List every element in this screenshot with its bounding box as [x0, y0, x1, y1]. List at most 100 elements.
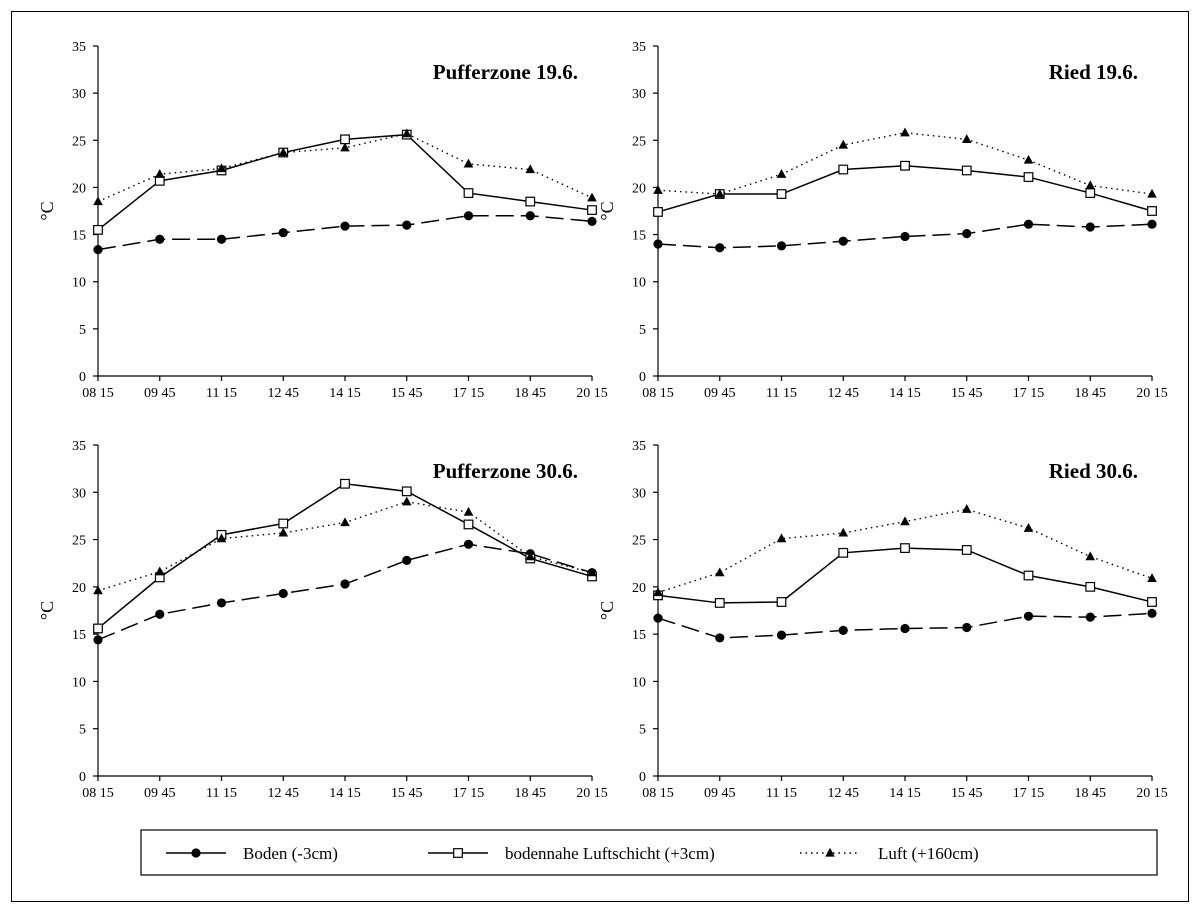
- data-point: [900, 127, 910, 137]
- x-tick-label: 12 45: [828, 786, 860, 801]
- x-tick-label: 08 15: [642, 786, 674, 801]
- y-tick-label: 25: [632, 134, 646, 149]
- legend-item-2: bodennahe Luftschicht (+3cm): [428, 844, 715, 863]
- data-point: [1085, 222, 1095, 232]
- data-point: [216, 598, 227, 608]
- data-point: [1085, 188, 1096, 198]
- data-point: [1147, 188, 1157, 198]
- x-tick-label: 18 45: [1075, 386, 1107, 401]
- data-point: [278, 147, 289, 157]
- data-point: [715, 243, 725, 253]
- data-point: [714, 188, 725, 198]
- data-point: [525, 551, 536, 561]
- y-tick-label: 30: [72, 87, 86, 102]
- data-point: [962, 229, 972, 239]
- data-point: [653, 239, 663, 249]
- data-point: [340, 478, 350, 489]
- y-tick-label: 5: [639, 723, 646, 738]
- data-point: [93, 245, 103, 255]
- series-3: [93, 128, 597, 206]
- data-point: [1023, 611, 1034, 621]
- x-tick-label: 17 15: [1013, 786, 1045, 801]
- y-axis-label: °C: [597, 601, 617, 620]
- data-point: [1085, 612, 1095, 622]
- data-point: [587, 192, 597, 202]
- x-tick-label: 18 45: [515, 786, 547, 801]
- x-tick-label: 09 45: [144, 786, 176, 801]
- legend: Boden (-3cm) bodennahe Luftschicht (+3cm)…: [140, 829, 1158, 876]
- y-tick-label: 15: [632, 628, 646, 643]
- data-point: [216, 533, 227, 543]
- series-line: [657, 223, 1153, 249]
- data-point: [401, 128, 412, 138]
- data-point: [340, 142, 350, 152]
- y-tick-label: 35: [72, 439, 86, 454]
- x-tick-label: 14 15: [889, 386, 921, 401]
- y-tick-label: 0: [79, 370, 86, 385]
- data-point: [525, 196, 536, 207]
- data-point: [1147, 597, 1157, 607]
- data-point: [653, 613, 663, 623]
- data-point: [838, 547, 849, 558]
- legend-marker: [453, 848, 463, 858]
- y-tick-label: 20: [72, 581, 86, 596]
- series-2: [653, 543, 1157, 608]
- data-point: [838, 164, 849, 175]
- series-line: [97, 482, 593, 630]
- data-point: [961, 134, 972, 143]
- series-line: [657, 508, 1153, 594]
- legend-marker: [825, 847, 835, 857]
- data-point: [838, 625, 848, 635]
- data-point: [278, 588, 288, 599]
- x-tick-label: 14 15: [889, 786, 921, 801]
- data-point: [1023, 172, 1034, 182]
- series-2: [93, 478, 597, 634]
- x-tick-label: 11 15: [206, 786, 237, 801]
- x-tick-label: 14 15: [329, 386, 361, 401]
- x-tick-label: 08 15: [642, 386, 674, 401]
- data-point: [340, 134, 350, 145]
- data-point: [463, 188, 474, 198]
- data-point: [154, 566, 165, 576]
- y-tick-label: 0: [639, 370, 646, 385]
- data-point: [838, 527, 849, 537]
- y-axis-label: °C: [37, 201, 57, 220]
- series-1: [653, 608, 1157, 643]
- y-tick-label: 25: [72, 134, 86, 149]
- data-point: [93, 623, 103, 634]
- data-point: [961, 165, 972, 176]
- data-point: [776, 533, 787, 543]
- y-tick-label: 25: [632, 534, 646, 549]
- x-tick-label: 20 15: [576, 786, 608, 801]
- series-3: [93, 496, 597, 595]
- data-point: [714, 567, 725, 577]
- y-tick-label: 25: [72, 534, 86, 549]
- data-point: [1147, 573, 1157, 582]
- data-point: [340, 579, 350, 589]
- y-tick-label: 15: [632, 229, 646, 244]
- data-point: [587, 205, 597, 215]
- series-line: [657, 164, 1153, 213]
- series-1: [653, 219, 1157, 253]
- series-line: [97, 214, 593, 251]
- x-tick-label: 14 15: [329, 786, 361, 801]
- series-2: [653, 160, 1157, 217]
- y-tick-label: 20: [632, 181, 646, 196]
- data-point: [653, 185, 663, 194]
- data-point: [587, 567, 597, 577]
- x-tick-label: 11 15: [766, 386, 797, 401]
- series-1: [93, 211, 597, 255]
- x-tick-label: 08 15: [82, 386, 114, 401]
- data-point: [155, 234, 165, 244]
- y-tick-label: 10: [72, 276, 86, 291]
- x-tick-label: 12 45: [268, 386, 300, 401]
- y-tick-label: 30: [72, 486, 86, 501]
- data-point: [900, 516, 910, 526]
- x-tick-label: 17 15: [1013, 386, 1045, 401]
- series-line: [97, 501, 593, 592]
- data-point: [900, 160, 910, 171]
- data-point: [401, 496, 412, 506]
- data-point: [1023, 523, 1034, 532]
- x-tick-label: 09 45: [704, 386, 736, 401]
